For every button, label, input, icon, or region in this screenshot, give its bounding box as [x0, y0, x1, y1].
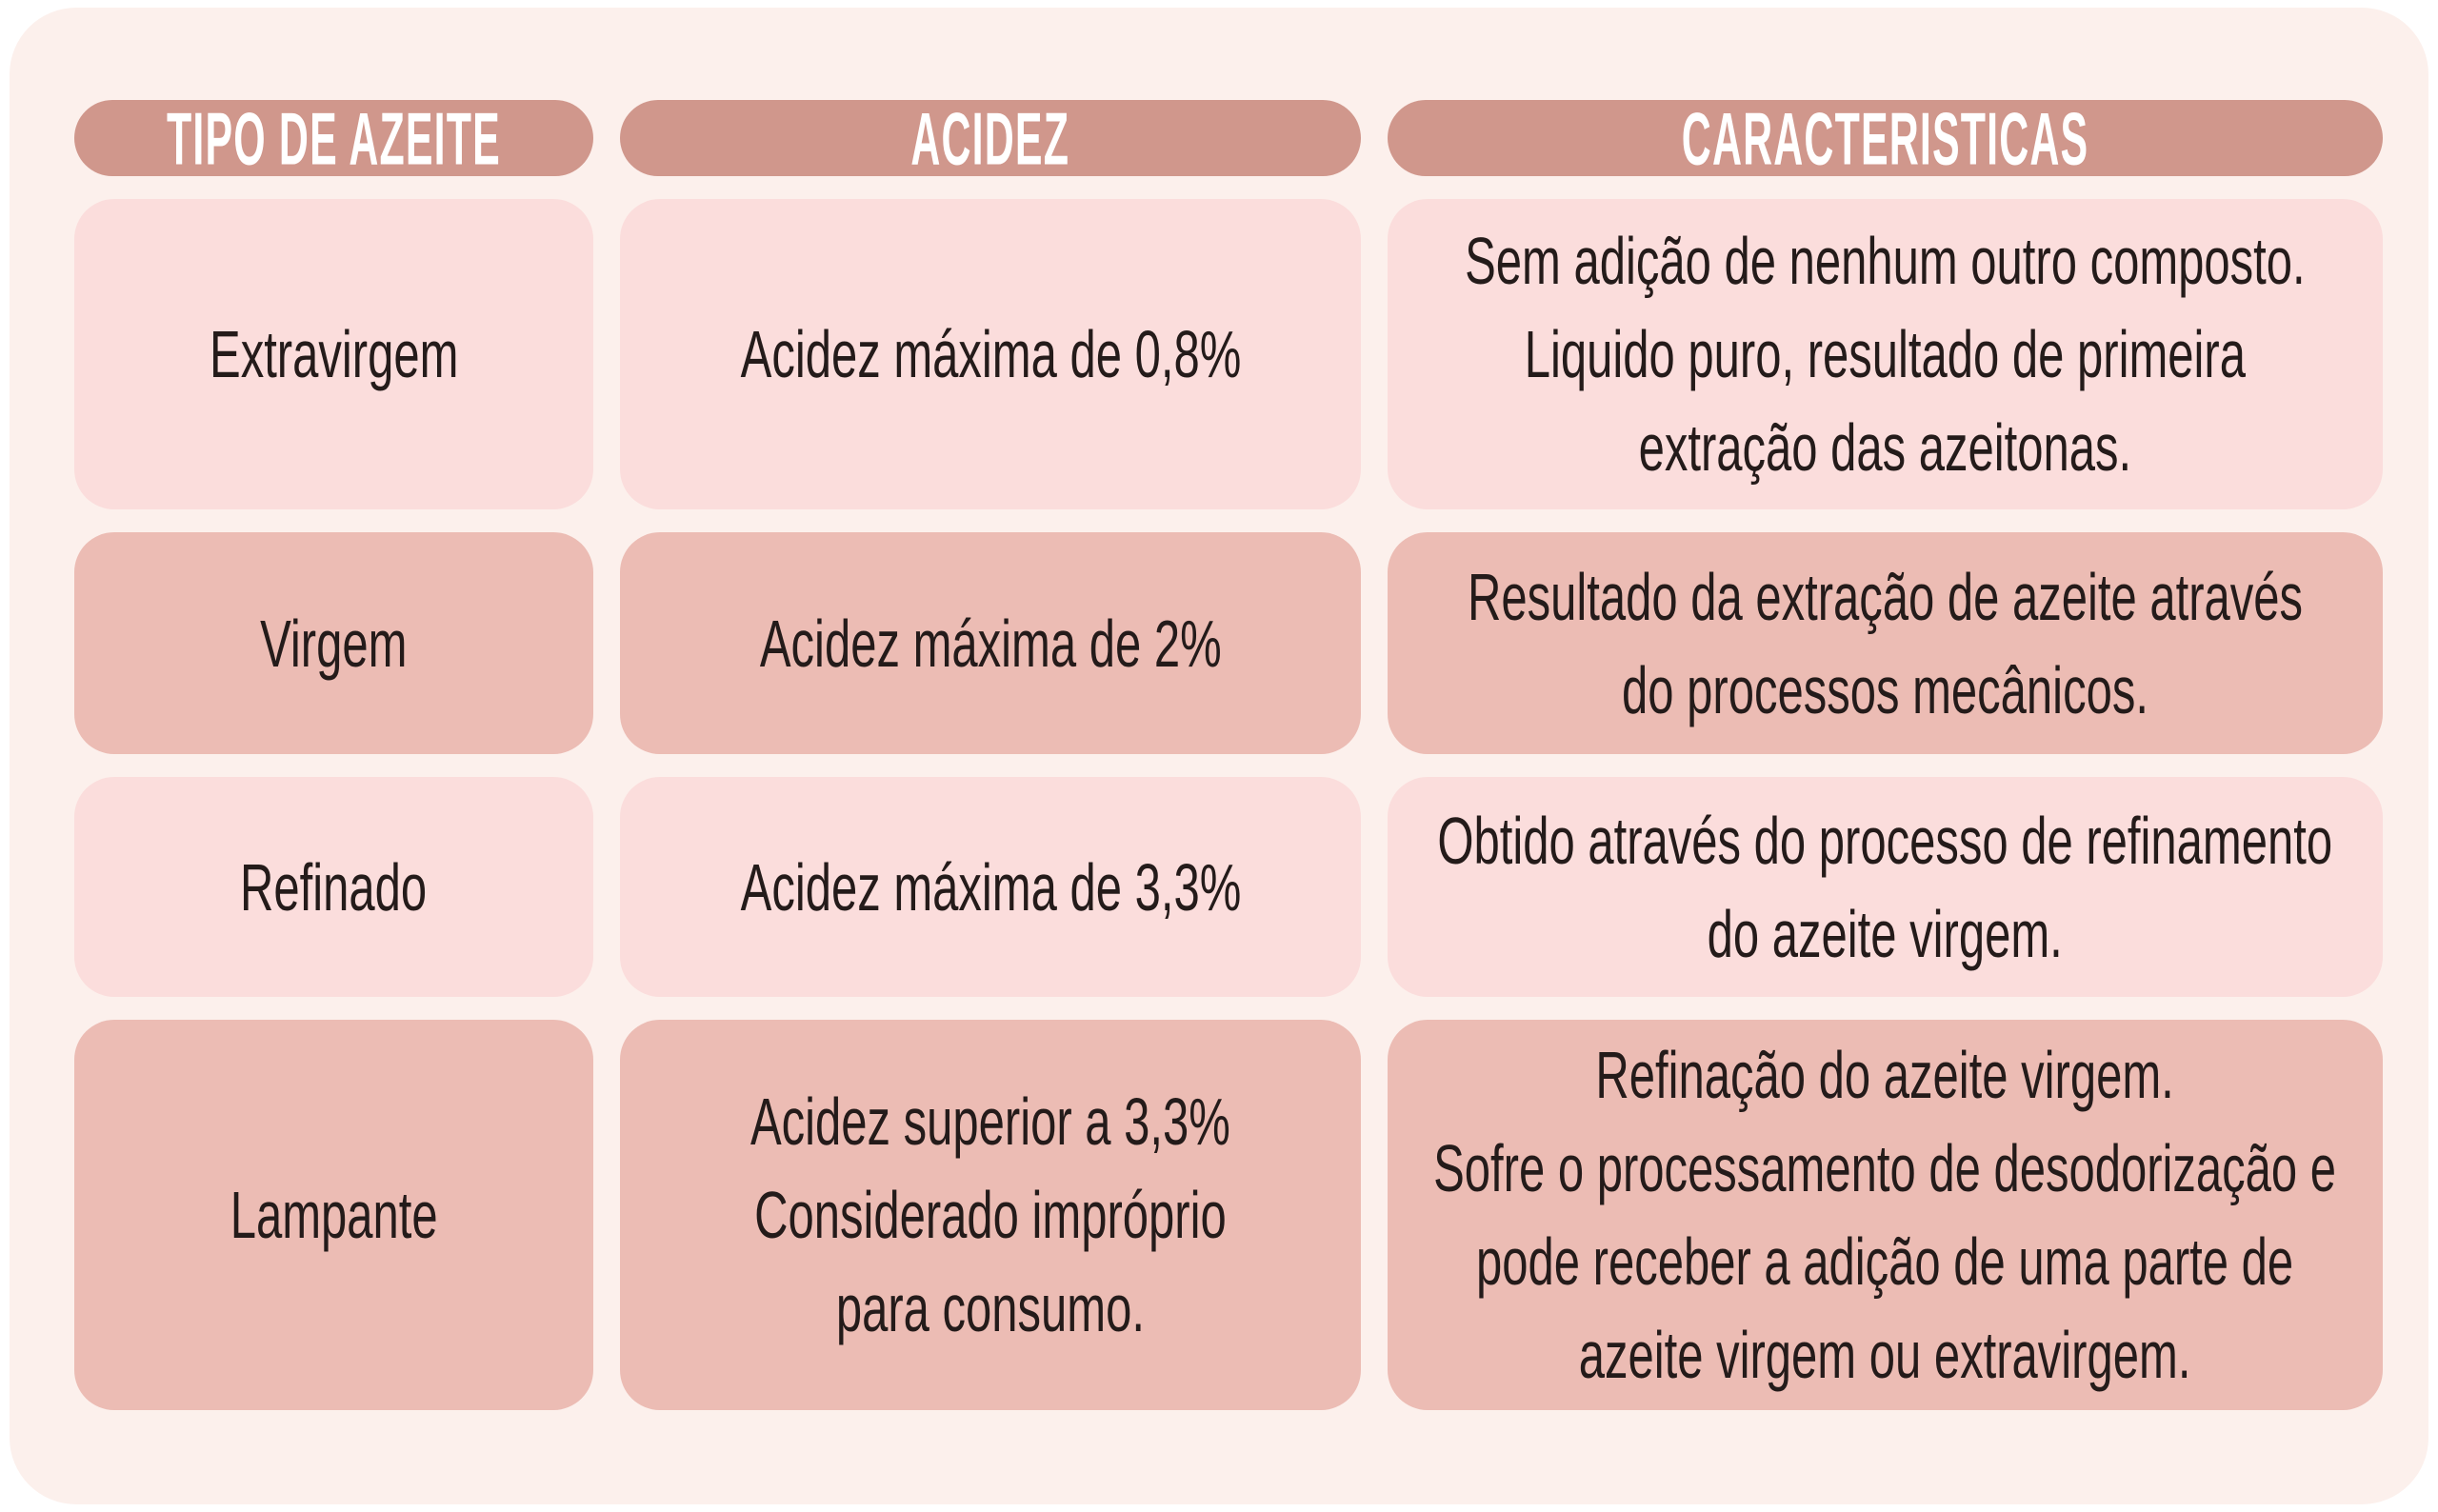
cell-text: Lampante — [230, 1178, 438, 1252]
cell-extravirgem-tipo: Extravirgem — [74, 199, 593, 509]
cell-text: Refinado — [240, 849, 428, 925]
olive-oil-table: TIPO DE AZEITE ACIDEZ CARACTERISTICAS Ex… — [74, 96, 2383, 1410]
cell-text: Sem adição de nenhum outro composto. Liq… — [1465, 224, 2306, 485]
header-tipo-de-azeite: TIPO DE AZEITE — [74, 96, 593, 180]
cell-extravirgem-caracteristicas: Sem adição de nenhum outro composto. Liq… — [1388, 199, 2383, 509]
cell-text: Virgem — [260, 606, 408, 681]
header-label: TIPO DE AZEITE — [167, 96, 501, 180]
cell-virgem-acidez: Acidez máxima de 2% — [620, 532, 1361, 754]
cell-refinado-acidez: Acidez máxima de 3,3% — [620, 777, 1361, 997]
cell-text: Resultado da extração de azeite através … — [1467, 559, 2304, 727]
header-label: CARACTERISTICAS — [1681, 96, 2089, 180]
cell-extravirgem-acidez: Acidez máxima de 0,8% — [620, 199, 1361, 509]
cell-refinado-caracteristicas: Obtido através do processo de refinament… — [1388, 777, 2383, 997]
cell-refinado-tipo: Refinado — [74, 777, 593, 997]
cell-text: Refinação do azeite virgem. Sofre o proc… — [1433, 1038, 2337, 1392]
cell-text: Acidez máxima de 3,3% — [740, 849, 1241, 925]
cell-virgem-tipo: Virgem — [74, 532, 593, 754]
cell-text: Extravirgem — [209, 317, 459, 391]
cell-text: Acidez superior a 3,3% Considerado impró… — [750, 1084, 1230, 1345]
cell-lampante-acidez: Acidez superior a 3,3% Considerado impró… — [620, 1020, 1361, 1410]
cell-text: Acidez máxima de 2% — [759, 606, 1222, 681]
olive-oil-table-card: TIPO DE AZEITE ACIDEZ CARACTERISTICAS Ex… — [10, 8, 2428, 1504]
cell-text: Acidez máxima de 0,8% — [740, 317, 1241, 391]
cell-text: Obtido através do processo de refinament… — [1437, 803, 2333, 971]
cell-virgem-caracteristicas: Resultado da extração de azeite através … — [1388, 532, 2383, 754]
header-label: ACIDEZ — [910, 96, 1070, 180]
cell-lampante-tipo: Lampante — [74, 1020, 593, 1410]
header-caracteristicas: CARACTERISTICAS — [1388, 96, 2383, 180]
cell-lampante-caracteristicas: Refinação do azeite virgem. Sofre o proc… — [1388, 1020, 2383, 1410]
header-acidez: ACIDEZ — [620, 96, 1361, 180]
